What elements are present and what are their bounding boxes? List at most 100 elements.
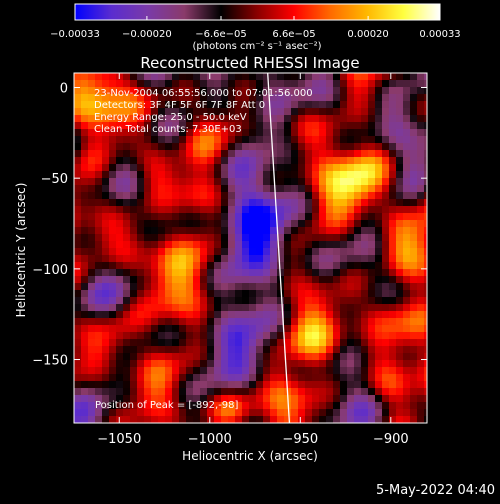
heatmap-cell (284, 129, 292, 137)
heatmap-cell (130, 248, 138, 256)
heatmap-cell (396, 402, 404, 410)
heatmap-cell (172, 283, 180, 291)
heatmap-cell (284, 213, 292, 221)
heatmap-cell (375, 206, 383, 214)
heatmap-cell (347, 290, 355, 298)
heatmap-cell (382, 353, 390, 361)
heatmap-cell (424, 269, 427, 277)
heatmap-cell (144, 143, 152, 151)
heatmap-cell (207, 269, 215, 277)
heatmap-cell (375, 199, 383, 207)
heatmap-cell (326, 101, 334, 109)
heatmap-cell (424, 255, 427, 263)
heatmap-cell (235, 395, 243, 403)
heatmap-cell (158, 164, 166, 172)
heatmap-cell (256, 101, 264, 109)
heatmap-cell (277, 325, 285, 333)
heatmap-cell (88, 255, 96, 263)
heatmap-cell (151, 178, 159, 186)
heatmap-cell (109, 192, 117, 200)
heatmap-cell (235, 108, 243, 116)
heatmap-cell (109, 108, 117, 116)
heatmap-cell (396, 150, 404, 158)
heatmap-cell (312, 73, 320, 81)
heatmap-cell (123, 101, 131, 109)
heatmap-cell (340, 94, 348, 102)
heatmap-cell (305, 262, 313, 270)
heatmap-cell (151, 283, 159, 291)
heatmap-cell (207, 213, 215, 221)
heatmap-cell (179, 150, 187, 158)
heatmap-cell (179, 87, 187, 95)
heatmap-cell (81, 283, 89, 291)
heatmap-cell (186, 80, 194, 88)
heatmap-cell (284, 94, 292, 102)
heatmap-cell (305, 381, 313, 389)
heatmap-cell (291, 185, 299, 193)
heatmap-cell (396, 325, 404, 333)
heatmap-cell (214, 192, 222, 200)
heatmap-cell (389, 402, 397, 410)
heatmap-cell (228, 206, 236, 214)
heatmap-cell (326, 395, 334, 403)
heatmap-cell (410, 255, 418, 263)
heatmap-cell (270, 304, 278, 312)
x-axis-label: Heliocentric X (arcsec) (182, 449, 318, 463)
heatmap-cell (424, 409, 427, 417)
heatmap-cell (242, 213, 250, 221)
heatmap-cell (382, 283, 390, 291)
heatmap-cell (256, 199, 264, 207)
heatmap-cell (375, 339, 383, 347)
heatmap-cell (410, 388, 418, 396)
heatmap-cell (396, 339, 404, 347)
colorbar-tick-label: 0.00033 (419, 29, 460, 40)
heatmap-cell (221, 73, 229, 81)
heatmap-cell (137, 332, 145, 340)
heatmap-cell (81, 353, 89, 361)
heatmap-cell (361, 311, 369, 319)
heatmap-cell (417, 164, 425, 172)
heatmap-cell (424, 388, 427, 396)
heatmap-cell (375, 269, 383, 277)
heatmap-cell (249, 332, 257, 340)
heatmap-cell (403, 304, 411, 312)
heatmap-cell (368, 283, 376, 291)
heatmap-cell (312, 283, 320, 291)
heatmap-cell (249, 143, 257, 151)
heatmap-cell (291, 248, 299, 256)
heatmap-cell (333, 262, 341, 270)
heatmap-cell (326, 283, 334, 291)
heatmap-cell (214, 94, 222, 102)
heatmap-cell (109, 339, 117, 347)
heatmap-cell (137, 409, 145, 417)
heatmap-cell (291, 129, 299, 137)
heatmap-cell (95, 108, 103, 116)
heatmap-cell (256, 171, 264, 179)
heatmap-cell (207, 297, 215, 305)
heatmap-cell (165, 129, 173, 137)
heatmap-cell (305, 220, 313, 228)
heatmap-cell (207, 353, 215, 361)
heatmap-cell (137, 199, 145, 207)
heatmap-cell (249, 122, 257, 130)
heatmap-cell (424, 199, 427, 207)
heatmap-cell (235, 227, 243, 235)
heatmap-cell (158, 367, 166, 375)
heatmap-cell (130, 192, 138, 200)
heatmap-cell (214, 241, 222, 249)
heatmap-cell (326, 227, 334, 235)
heatmap-cell (207, 262, 215, 270)
heatmap-cell (256, 241, 264, 249)
heatmap-cell (193, 416, 201, 423)
heatmap-cell (403, 360, 411, 368)
heatmap-cell (228, 164, 236, 172)
heatmap-cell (165, 220, 173, 228)
heatmap-cell (235, 178, 243, 186)
heatmap-cell (214, 290, 222, 298)
heatmap-cell (424, 185, 427, 193)
heatmap-cell (340, 297, 348, 305)
heatmap-cell (333, 241, 341, 249)
heatmap-cell (109, 381, 117, 389)
heatmap-cell (375, 164, 383, 172)
heatmap-cell (347, 325, 355, 333)
